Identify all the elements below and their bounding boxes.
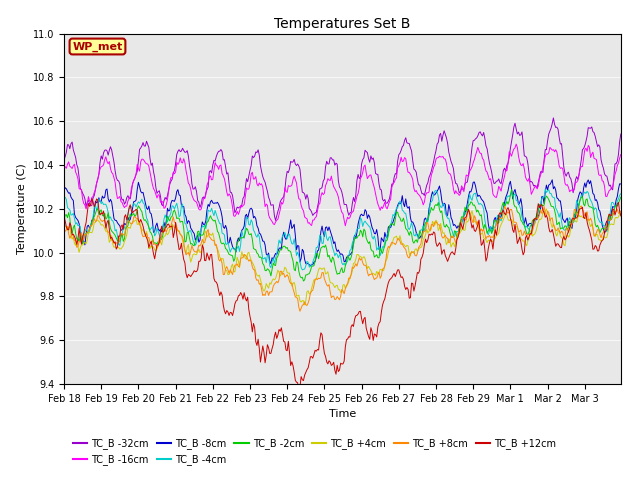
TC_B -32cm <box>470 137 478 143</box>
TC_B -8cm <box>373 227 381 232</box>
TC_B +12cm <box>88 195 96 201</box>
TC_B +4cm <box>234 254 241 260</box>
TC_B -32cm <box>550 115 557 121</box>
TC_B +8cm <box>234 261 241 267</box>
TC_B -4cm <box>568 220 576 226</box>
TC_B +12cm <box>617 213 625 219</box>
TC_B -2cm <box>300 278 307 284</box>
TC_B -2cm <box>568 217 576 223</box>
Line: TC_B -4cm: TC_B -4cm <box>64 190 621 270</box>
TC_B +12cm <box>401 283 408 289</box>
TC_B +4cm <box>373 268 381 274</box>
TC_B +8cm <box>470 213 478 218</box>
TC_B -16cm <box>342 223 349 228</box>
TC_B -16cm <box>234 208 241 214</box>
TC_B +12cm <box>472 228 479 234</box>
TC_B -8cm <box>234 239 241 244</box>
TC_B -32cm <box>617 131 625 137</box>
TC_B -32cm <box>296 167 304 172</box>
TC_B -2cm <box>470 202 478 208</box>
Line: TC_B -2cm: TC_B -2cm <box>64 190 621 281</box>
TC_B -2cm <box>617 194 625 200</box>
TC_B +12cm <box>60 213 68 219</box>
TC_B +8cm <box>60 227 68 233</box>
TC_B -4cm <box>470 191 478 196</box>
TC_B +4cm <box>470 218 478 224</box>
TC_B +4cm <box>301 302 308 308</box>
TC_B -4cm <box>373 247 381 253</box>
TC_B -4cm <box>60 196 68 202</box>
TC_B -2cm <box>295 268 303 274</box>
TC_B -4cm <box>298 267 306 273</box>
Title: Temperatures Set B: Temperatures Set B <box>274 17 411 31</box>
TC_B -4cm <box>295 253 303 259</box>
Line: TC_B -8cm: TC_B -8cm <box>64 180 621 265</box>
TC_B -8cm <box>307 263 314 268</box>
TC_B -2cm <box>399 215 407 221</box>
TC_B -2cm <box>60 218 68 224</box>
Y-axis label: Temperature (C): Temperature (C) <box>17 163 28 254</box>
TC_B -8cm <box>399 201 407 206</box>
TC_B -16cm <box>568 187 576 193</box>
Line: TC_B -16cm: TC_B -16cm <box>64 144 621 226</box>
TC_B -16cm <box>373 196 381 202</box>
Legend: TC_B -32cm, TC_B -16cm, TC_B -8cm, TC_B -4cm, TC_B -2cm, TC_B +4cm, TC_B +8cm, T: TC_B -32cm, TC_B -16cm, TC_B -8cm, TC_B … <box>69 434 560 469</box>
TC_B -4cm <box>234 245 241 251</box>
TC_B -2cm <box>234 240 241 246</box>
TC_B -8cm <box>470 179 478 185</box>
TC_B -32cm <box>234 204 241 210</box>
TC_B +8cm <box>296 308 304 314</box>
Line: TC_B +12cm: TC_B +12cm <box>64 198 621 392</box>
TC_B -32cm <box>272 217 280 223</box>
TC_B -16cm <box>513 141 520 147</box>
TC_B +4cm <box>617 210 625 216</box>
TC_B +8cm <box>399 244 407 250</box>
TC_B -16cm <box>470 157 478 163</box>
TC_B -4cm <box>617 191 625 196</box>
TC_B -8cm <box>60 188 68 194</box>
Line: TC_B +8cm: TC_B +8cm <box>64 206 621 311</box>
TC_B -16cm <box>295 196 303 202</box>
TC_B +8cm <box>567 221 575 227</box>
TC_B -8cm <box>617 181 625 187</box>
TC_B -32cm <box>399 143 407 148</box>
TC_B -4cm <box>399 208 407 214</box>
TC_B -4cm <box>541 187 549 192</box>
Text: WP_met: WP_met <box>72 41 123 52</box>
TC_B +4cm <box>295 292 303 298</box>
TC_B +4cm <box>568 218 576 224</box>
TC_B +8cm <box>577 203 585 209</box>
TC_B +4cm <box>399 241 407 247</box>
TC_B +12cm <box>568 216 576 222</box>
Line: TC_B -32cm: TC_B -32cm <box>64 118 621 220</box>
TC_B +12cm <box>374 324 381 330</box>
TC_B +4cm <box>60 224 68 229</box>
TC_B -8cm <box>295 243 303 249</box>
TC_B +12cm <box>234 293 242 299</box>
TC_B +12cm <box>298 374 305 380</box>
TC_B +8cm <box>617 208 625 214</box>
TC_B -32cm <box>568 181 576 187</box>
TC_B -32cm <box>373 171 381 177</box>
TC_B -2cm <box>508 187 515 192</box>
TC_B -8cm <box>548 177 556 183</box>
TC_B -16cm <box>617 152 625 157</box>
TC_B -32cm <box>60 156 68 162</box>
X-axis label: Time: Time <box>329 409 356 419</box>
TC_B +12cm <box>295 389 303 395</box>
TC_B +8cm <box>295 304 303 310</box>
TC_B -2cm <box>373 252 381 258</box>
TC_B -16cm <box>60 165 68 170</box>
TC_B +4cm <box>543 206 550 212</box>
TC_B +8cm <box>373 275 381 281</box>
Line: TC_B +4cm: TC_B +4cm <box>64 209 621 305</box>
TC_B -8cm <box>568 226 576 231</box>
TC_B -16cm <box>399 158 407 164</box>
